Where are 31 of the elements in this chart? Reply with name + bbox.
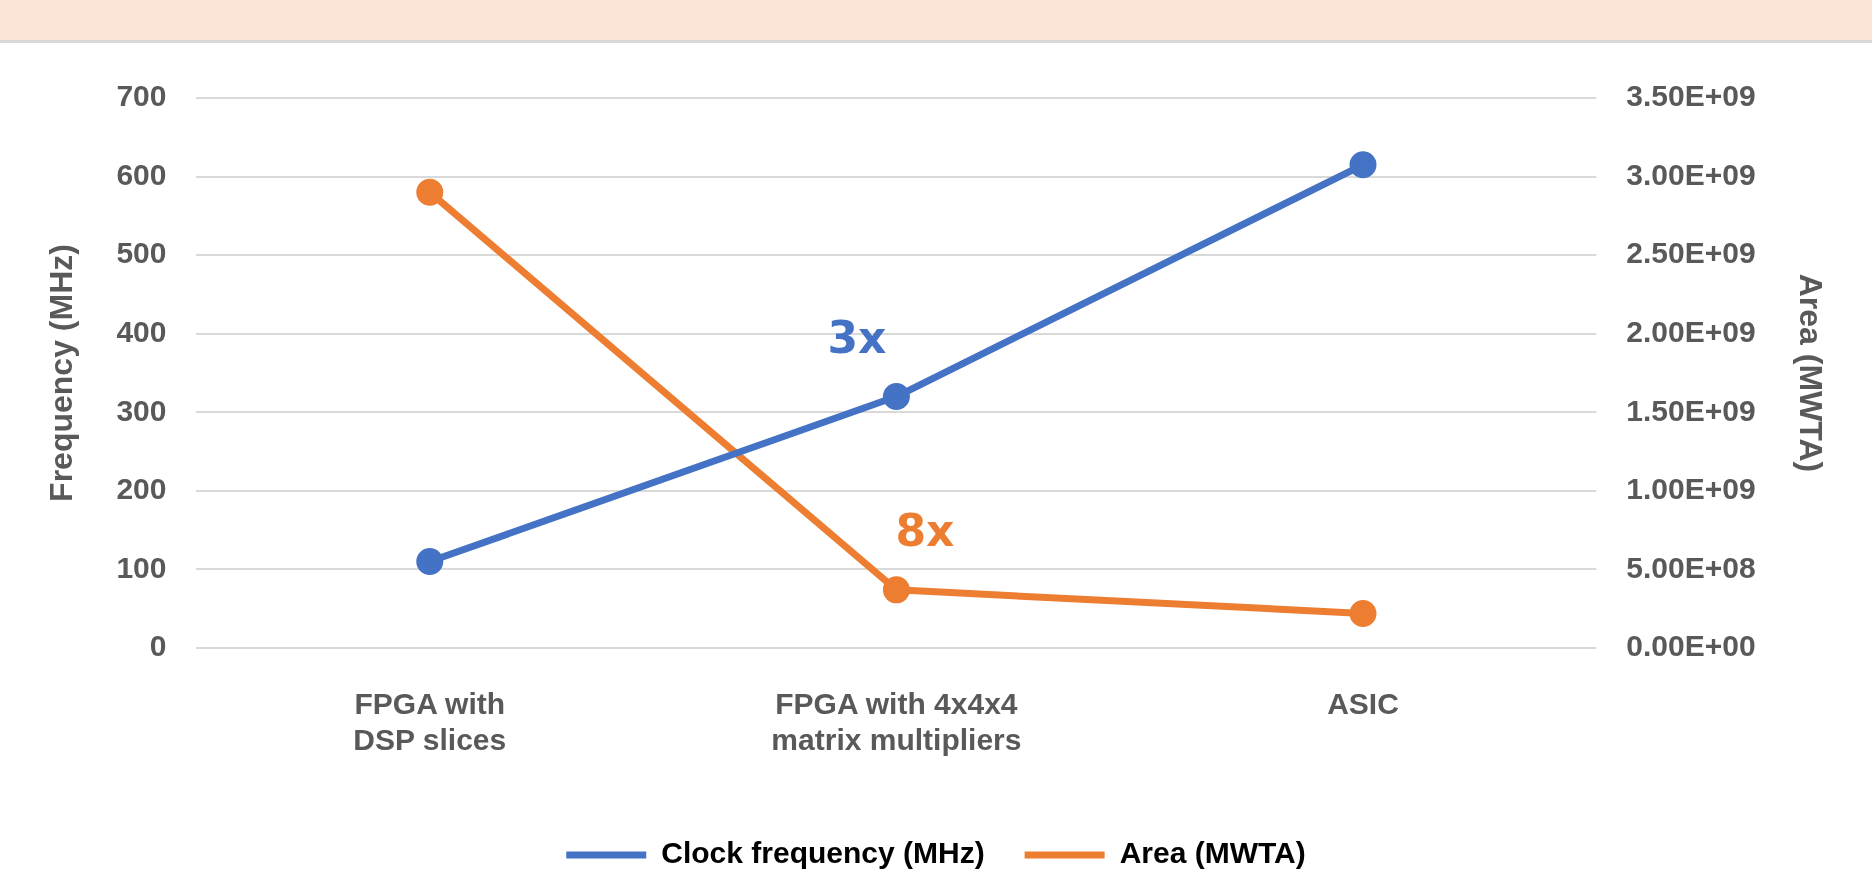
y-tick-label: 300 bbox=[116, 393, 167, 427]
y2-tick-label: 3.50E+09 bbox=[1626, 79, 1756, 113]
y2-axis-title: Area (MWTA) bbox=[1792, 273, 1829, 473]
x-tick-label: FPGA with DSP slices bbox=[353, 687, 507, 757]
y-tick-label: 0 bbox=[149, 629, 167, 663]
point bbox=[882, 576, 910, 604]
point bbox=[1349, 151, 1377, 179]
point bbox=[416, 548, 444, 576]
y2-tick-label: 1.00E+09 bbox=[1626, 472, 1756, 506]
y2-tick-label: 0.00E+00 bbox=[1626, 629, 1756, 663]
y-axis-title: Frequency (MHz) bbox=[43, 244, 80, 502]
x-tick-label: ASIC bbox=[1327, 687, 1399, 721]
y-tick-label: 700 bbox=[116, 79, 167, 113]
y-tick-label: 600 bbox=[116, 157, 167, 191]
x-tick-label: FPGA with 4x4x4 matrix multipliers bbox=[771, 687, 1022, 757]
point bbox=[1349, 599, 1377, 627]
y-tick-label: 500 bbox=[116, 236, 167, 270]
y2-tick-label: 2.00E+09 bbox=[1626, 314, 1756, 348]
point bbox=[882, 383, 910, 411]
y2-tick-label: 2.50E+09 bbox=[1626, 236, 1756, 270]
annotation: 3x bbox=[827, 312, 887, 364]
legend-label: Area (MWTA) bbox=[1119, 836, 1306, 870]
annotation: 8x bbox=[895, 505, 955, 557]
y-tick-label: 100 bbox=[116, 550, 167, 584]
y2-tick-label: 3.00E+09 bbox=[1626, 157, 1756, 191]
y2-tick-label: 5.00E+08 bbox=[1626, 550, 1756, 584]
point bbox=[416, 178, 444, 206]
y2-tick-label: 1.50E+09 bbox=[1626, 393, 1756, 427]
legend-label: Clock frequency (MHz) bbox=[661, 836, 985, 870]
y-tick-label: 400 bbox=[116, 314, 167, 348]
y-tick-label: 200 bbox=[116, 472, 167, 506]
